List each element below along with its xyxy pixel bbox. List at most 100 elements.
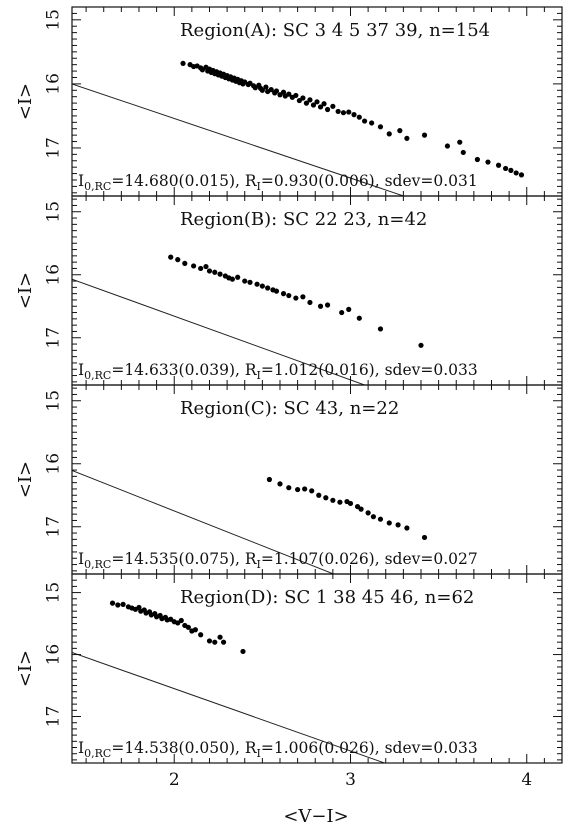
data-point [335, 108, 341, 115]
fit-line [72, 278, 367, 385]
data-point [339, 309, 345, 316]
data-point [460, 149, 466, 156]
panel-d: 15 16 17 <I> Region(D): SC 1 38 45 46, n=62 I… [15, 573, 563, 764]
fit-line-group [72, 652, 386, 763]
data-point [277, 481, 283, 487]
fit-line-group [72, 470, 335, 574]
data-point [323, 495, 329, 501]
data-point [229, 276, 235, 282]
fit-subscript: I [257, 180, 261, 193]
fit-subscript: I [257, 558, 261, 571]
y-tick-label: 16 [44, 644, 64, 666]
data-point [369, 120, 375, 126]
data-point [266, 476, 273, 483]
data-point [212, 269, 218, 275]
fit-text: =1.012(0.016), sdev=0.033 [261, 361, 478, 379]
data-point [185, 624, 191, 630]
data-point [495, 162, 502, 168]
data-point [377, 516, 384, 522]
data-point [286, 91, 292, 97]
data-point [317, 104, 324, 110]
fit-annotation: I0,RC=14.680(0.015), RI=0.930(0.006), sd… [78, 172, 478, 193]
data-point [300, 95, 306, 101]
data-point [356, 315, 362, 321]
fit-label: I [78, 739, 84, 757]
fit-subscript: I [257, 747, 261, 760]
data-point [217, 271, 223, 277]
fit-subscript: I [257, 369, 261, 382]
data-point [206, 638, 213, 644]
data-point [293, 295, 299, 301]
y-tick-label: 15 [44, 201, 64, 223]
data-point [309, 488, 315, 494]
data-point [182, 260, 188, 267]
data-point [358, 506, 364, 512]
fit-line [72, 83, 406, 196]
y-tick-label: 17 [44, 137, 64, 159]
y-tick-label: 17 [44, 327, 64, 349]
data-point [457, 139, 463, 145]
y-tick-label: 17 [44, 706, 64, 728]
data-point [351, 112, 357, 118]
data-point [377, 124, 384, 130]
data-point [324, 302, 331, 308]
data-point [502, 165, 509, 172]
fit-text: =14.535(0.075), R [111, 550, 258, 568]
fit-text: =14.538(0.050), R [111, 739, 258, 757]
data-point [286, 292, 292, 299]
fit-line-group [72, 278, 367, 385]
chart-panels: 15 16 17 <I> Region(A): SC 3 4 5 37 39, n=15… [15, 6, 563, 790]
data-point [206, 268, 213, 274]
data-point [273, 88, 280, 94]
data-point [395, 522, 401, 528]
data-point [356, 114, 362, 120]
fit-annotation: I0,RC=14.633(0.039), RI=1.012(0.016), sd… [78, 361, 478, 382]
data-point [386, 520, 392, 526]
y-axis-label: <I> [15, 650, 36, 687]
data-point [518, 172, 525, 178]
data-point [293, 92, 299, 99]
data-point [317, 303, 324, 309]
data-point [508, 167, 514, 173]
data-point [302, 486, 308, 492]
data-point [340, 110, 347, 116]
data-point [346, 306, 352, 312]
data-point [191, 263, 197, 269]
data-point [180, 60, 186, 66]
fit-annotation: I0,RC=14.538(0.050), RI=1.006(0.026), sd… [78, 739, 478, 760]
data-point [286, 485, 292, 491]
data-point [120, 601, 126, 607]
data-point [310, 102, 317, 108]
data-point [474, 156, 480, 163]
data-point [280, 291, 287, 297]
y-tick-label: 15 [44, 582, 64, 604]
data-point [337, 499, 343, 505]
data-point [235, 274, 241, 280]
data-point [347, 500, 354, 507]
panel-frame [71, 573, 563, 764]
data-point [421, 132, 428, 138]
data-point [115, 602, 121, 608]
data-point [314, 99, 320, 105]
y-tick-label: 17 [44, 516, 64, 538]
data-point [307, 299, 313, 306]
data-point [178, 617, 184, 624]
data-point [316, 492, 322, 498]
fit-label: I [78, 172, 84, 190]
fit-text: =14.633(0.039), R [111, 361, 258, 379]
fit-annotation: I0,RC=14.535(0.075), RI=1.107(0.026), sd… [78, 550, 478, 571]
y-axis-label: <I> [15, 272, 36, 309]
data-point [192, 627, 198, 633]
data-point [273, 288, 280, 294]
data-point [212, 639, 218, 645]
data-point [242, 278, 248, 284]
fit-subscript: 0,RC [84, 180, 111, 193]
data-point [240, 648, 246, 655]
data-point [259, 283, 265, 289]
fit-text: =1.006(0.026), sdev=0.033 [261, 739, 478, 757]
x-tick-label: 4 [521, 770, 532, 790]
data-point [418, 342, 424, 348]
data-point [404, 135, 410, 141]
